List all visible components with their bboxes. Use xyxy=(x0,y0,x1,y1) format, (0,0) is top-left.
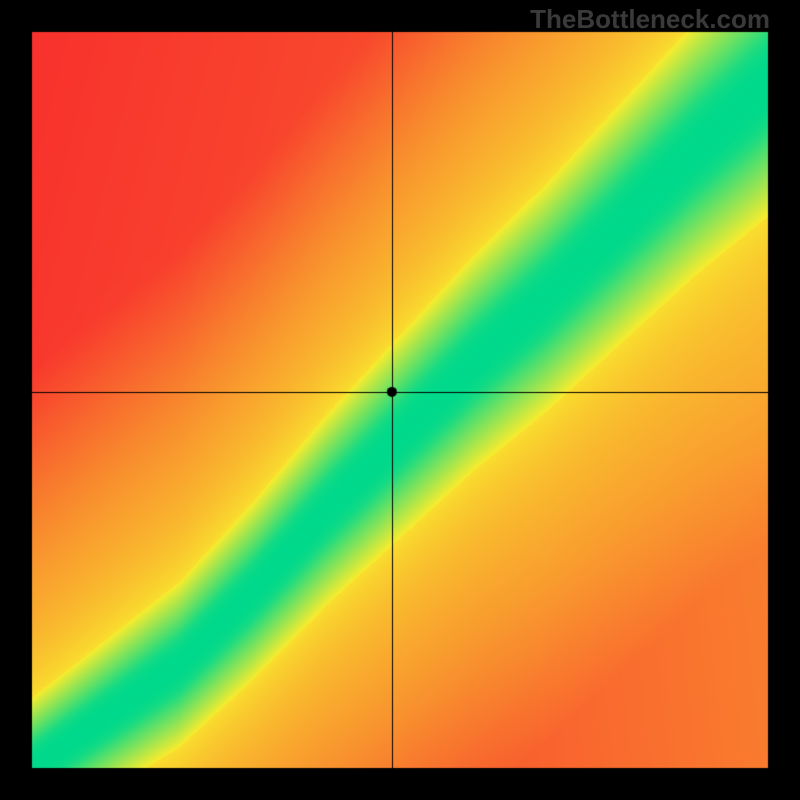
chart-container: TheBottleneck.com xyxy=(0,0,800,800)
bottleneck-heatmap xyxy=(0,0,800,800)
watermark-text: TheBottleneck.com xyxy=(530,4,770,35)
